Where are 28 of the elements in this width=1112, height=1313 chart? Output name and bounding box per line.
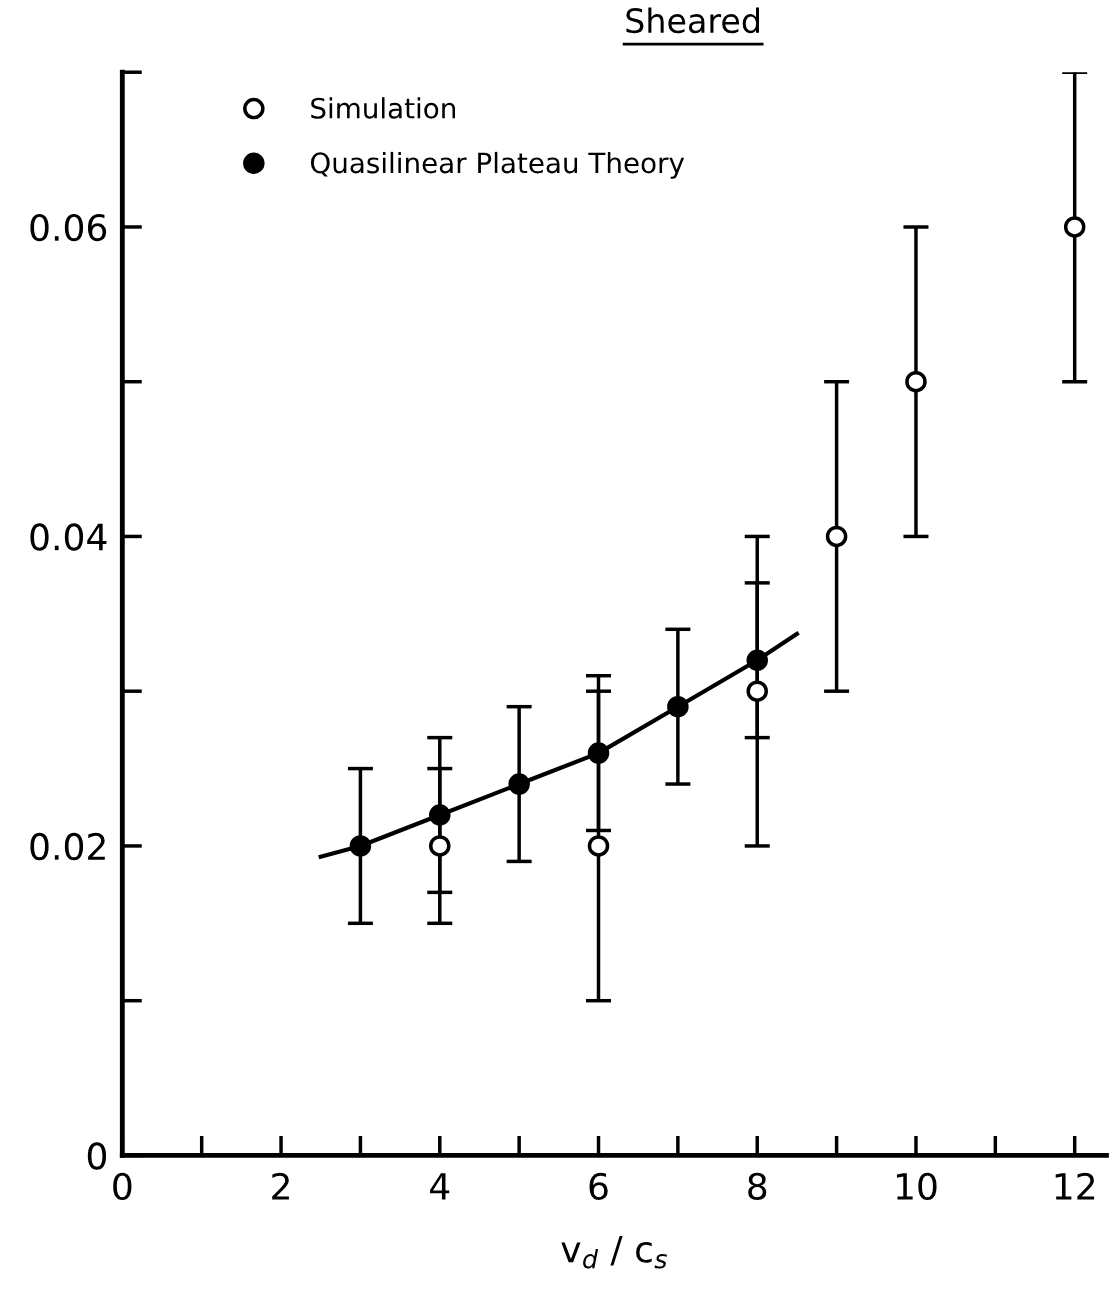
point: [429, 835, 451, 857]
point: [429, 804, 451, 826]
legend-label: Simulation: [311, 97, 455, 119]
x-tick-label: 10: [896, 1172, 937, 1201]
point: [1063, 216, 1086, 238]
x-tick-label: 0: [113, 1172, 132, 1201]
x-axis-title: v$_{d}$ / c$_{s}$: [561, 1235, 667, 1269]
point: [587, 835, 610, 857]
x-tick-label: 8: [748, 1172, 767, 1201]
chart-title: Sheared: [626, 7, 759, 34]
y-tick-label: 0: [87, 1142, 107, 1170]
x-tick-label: 4: [430, 1173, 450, 1200]
point: [508, 773, 530, 795]
legend-label: Quasilinear Plateau Theory: [310, 151, 685, 179]
x-tick-label: 2: [272, 1172, 289, 1200]
point: [349, 835, 372, 857]
point: [746, 680, 768, 702]
line-series: [318, 631, 800, 859]
point: [746, 649, 768, 672]
x-tick-label: 6: [589, 1172, 608, 1201]
point: [905, 370, 927, 393]
point: [667, 695, 689, 718]
point: [587, 742, 610, 764]
point: [825, 525, 848, 548]
x-tick-label: 12: [1055, 1172, 1095, 1200]
y-tick-label: 0.02: [30, 832, 105, 861]
y-tick-label: 0.06: [30, 213, 107, 242]
y-tick-label: 0.04: [30, 523, 107, 551]
